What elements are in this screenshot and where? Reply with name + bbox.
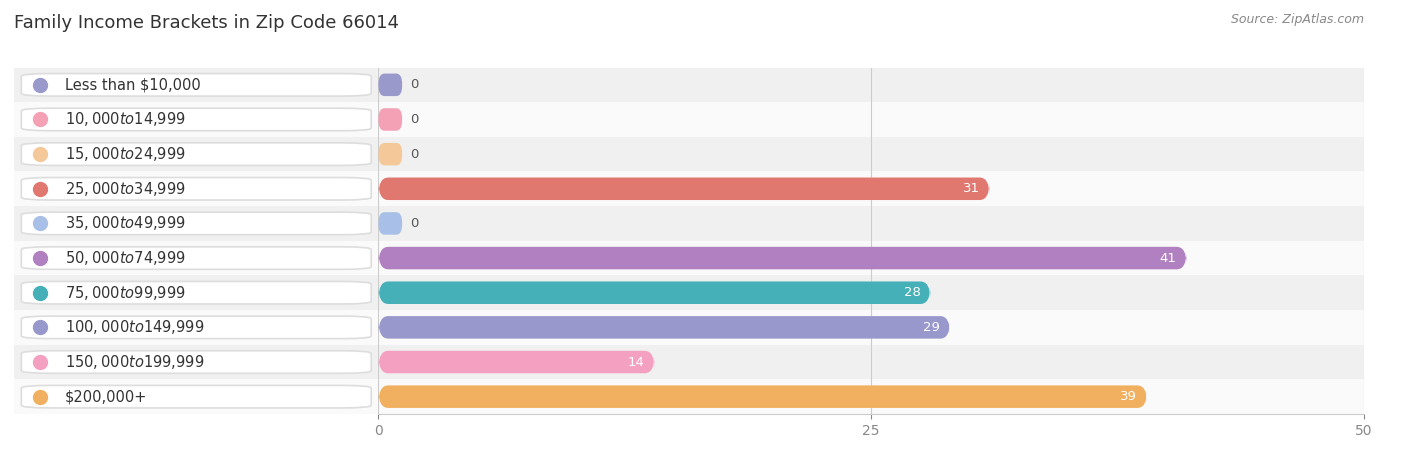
Bar bbox=[14, 345, 378, 379]
FancyBboxPatch shape bbox=[378, 143, 402, 166]
FancyBboxPatch shape bbox=[21, 385, 371, 408]
Text: $25,000 to $34,999: $25,000 to $34,999 bbox=[65, 180, 186, 198]
Bar bbox=[378, 171, 1364, 206]
Bar bbox=[378, 379, 1364, 414]
Text: 0: 0 bbox=[411, 217, 419, 230]
Text: Less than $10,000: Less than $10,000 bbox=[65, 77, 201, 92]
FancyBboxPatch shape bbox=[378, 385, 1147, 408]
FancyBboxPatch shape bbox=[378, 247, 1187, 270]
Text: 41: 41 bbox=[1160, 252, 1177, 265]
Bar bbox=[378, 137, 1364, 171]
Bar bbox=[378, 345, 1364, 379]
Text: Family Income Brackets in Zip Code 66014: Family Income Brackets in Zip Code 66014 bbox=[14, 14, 399, 32]
Text: $100,000 to $149,999: $100,000 to $149,999 bbox=[65, 319, 204, 337]
FancyBboxPatch shape bbox=[378, 316, 950, 339]
FancyBboxPatch shape bbox=[378, 281, 931, 304]
Bar bbox=[378, 68, 1364, 102]
FancyBboxPatch shape bbox=[21, 73, 371, 96]
Bar bbox=[378, 275, 1364, 310]
Text: 0: 0 bbox=[411, 113, 419, 126]
Bar bbox=[14, 310, 378, 345]
Text: 0: 0 bbox=[411, 148, 419, 161]
FancyBboxPatch shape bbox=[21, 212, 371, 235]
Text: 29: 29 bbox=[924, 321, 941, 334]
FancyBboxPatch shape bbox=[21, 177, 371, 200]
FancyBboxPatch shape bbox=[21, 316, 371, 339]
FancyBboxPatch shape bbox=[21, 351, 371, 374]
Text: $200,000+: $200,000+ bbox=[65, 389, 148, 404]
FancyBboxPatch shape bbox=[378, 351, 654, 374]
Bar bbox=[14, 171, 378, 206]
Bar bbox=[14, 206, 378, 241]
Bar bbox=[14, 241, 378, 275]
Text: 28: 28 bbox=[904, 286, 921, 299]
Text: $10,000 to $14,999: $10,000 to $14,999 bbox=[65, 111, 186, 129]
Text: $50,000 to $74,999: $50,000 to $74,999 bbox=[65, 249, 186, 267]
Text: Source: ZipAtlas.com: Source: ZipAtlas.com bbox=[1230, 14, 1364, 27]
FancyBboxPatch shape bbox=[21, 247, 371, 270]
FancyBboxPatch shape bbox=[378, 177, 990, 200]
Bar bbox=[378, 206, 1364, 241]
FancyBboxPatch shape bbox=[21, 143, 371, 166]
Bar bbox=[14, 137, 378, 171]
Bar bbox=[378, 241, 1364, 275]
FancyBboxPatch shape bbox=[378, 212, 402, 235]
FancyBboxPatch shape bbox=[21, 281, 371, 304]
Bar bbox=[14, 275, 378, 310]
Bar bbox=[14, 379, 378, 414]
Text: $150,000 to $199,999: $150,000 to $199,999 bbox=[65, 353, 204, 371]
Text: $35,000 to $49,999: $35,000 to $49,999 bbox=[65, 215, 186, 232]
FancyBboxPatch shape bbox=[378, 73, 402, 96]
FancyBboxPatch shape bbox=[378, 108, 402, 131]
Bar bbox=[378, 102, 1364, 137]
Bar bbox=[14, 68, 378, 102]
Bar bbox=[378, 310, 1364, 345]
Text: 0: 0 bbox=[411, 78, 419, 91]
Text: 14: 14 bbox=[627, 356, 644, 369]
Bar bbox=[14, 102, 378, 137]
Text: 39: 39 bbox=[1121, 390, 1137, 403]
FancyBboxPatch shape bbox=[21, 108, 371, 131]
Text: $75,000 to $99,999: $75,000 to $99,999 bbox=[65, 284, 186, 302]
Text: 31: 31 bbox=[963, 182, 980, 195]
Text: $15,000 to $24,999: $15,000 to $24,999 bbox=[65, 145, 186, 163]
